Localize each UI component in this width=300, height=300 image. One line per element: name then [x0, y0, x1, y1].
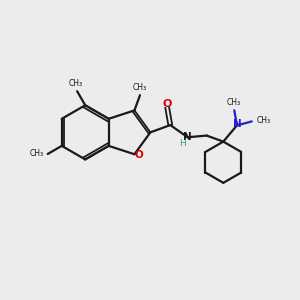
Text: CH₃: CH₃	[256, 116, 270, 125]
Text: CH₃: CH₃	[132, 83, 146, 92]
Text: H: H	[180, 139, 186, 148]
Text: O: O	[163, 99, 172, 109]
Text: CH₃: CH₃	[226, 98, 241, 107]
Text: CH₃: CH₃	[30, 149, 44, 158]
Text: N: N	[183, 132, 192, 142]
Text: O: O	[134, 150, 143, 160]
Text: N: N	[233, 119, 242, 130]
Text: CH₃: CH₃	[69, 79, 83, 88]
